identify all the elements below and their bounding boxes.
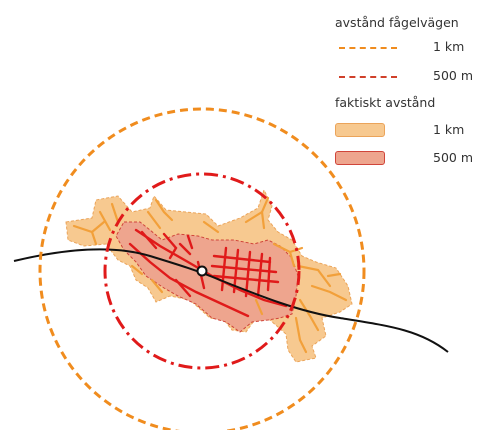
station-marker bbox=[196, 265, 208, 277]
radius-ring-1km bbox=[38, 107, 366, 430]
radius-ring-500m bbox=[103, 172, 301, 370]
railway-line bbox=[13, 248, 449, 353]
area-500m bbox=[115, 221, 299, 333]
